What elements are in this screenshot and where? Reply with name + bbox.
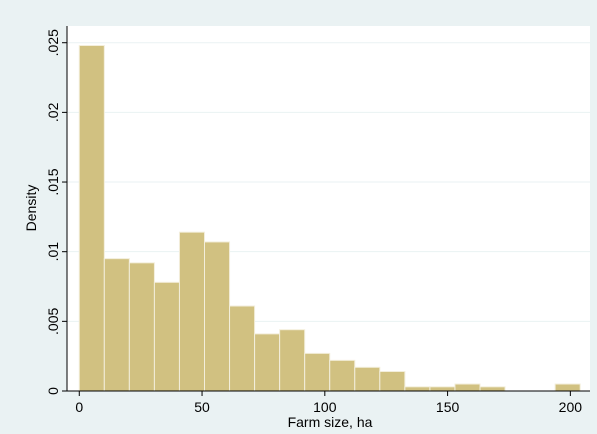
histogram-bar: [103, 258, 130, 392]
axes: [62, 26, 590, 396]
x-tick-label: 200: [559, 399, 583, 415]
x-tick-label: 150: [436, 399, 460, 415]
y-axis-title: Density: [23, 185, 39, 232]
histogram-bar: [304, 352, 331, 392]
y-tick-label: 0: [45, 387, 61, 395]
histogram-bar: [254, 333, 281, 392]
histogram-bar: [78, 45, 105, 392]
histogram-bar: [329, 359, 356, 392]
histogram-bar: [279, 329, 306, 392]
x-tick-label: 50: [194, 399, 210, 415]
y-tick-label: .02: [45, 102, 61, 122]
y-tick-label: .025: [45, 29, 61, 56]
y-tick-label: .015: [45, 168, 61, 195]
histogram-bar: [178, 231, 206, 392]
histogram-bar: [554, 383, 581, 392]
histogram-bar: [479, 386, 506, 392]
y-tick-label: .01: [45, 242, 61, 262]
histogram-bar: [429, 386, 456, 392]
histogram-bar: [128, 262, 155, 392]
x-axis-title: Farm size, ha: [288, 414, 373, 430]
histogram-bars: [78, 45, 581, 392]
histogram-bar: [354, 366, 381, 392]
y-tick-labels: 0 .005 .01 .015 .02 .025: [45, 29, 61, 395]
histogram-bar: [229, 305, 256, 392]
histogram-bar: [454, 383, 481, 392]
x-tick-label: 0: [75, 399, 83, 415]
y-tick-label: .005: [45, 308, 61, 335]
histogram-bar: [153, 281, 180, 392]
x-tick-label: 100: [313, 399, 337, 415]
histogram-bar: [404, 386, 431, 392]
histogram-bar: [379, 370, 406, 392]
x-tick-labels: 0 50 100 150 200: [75, 399, 582, 415]
histogram-bar: [204, 241, 231, 392]
